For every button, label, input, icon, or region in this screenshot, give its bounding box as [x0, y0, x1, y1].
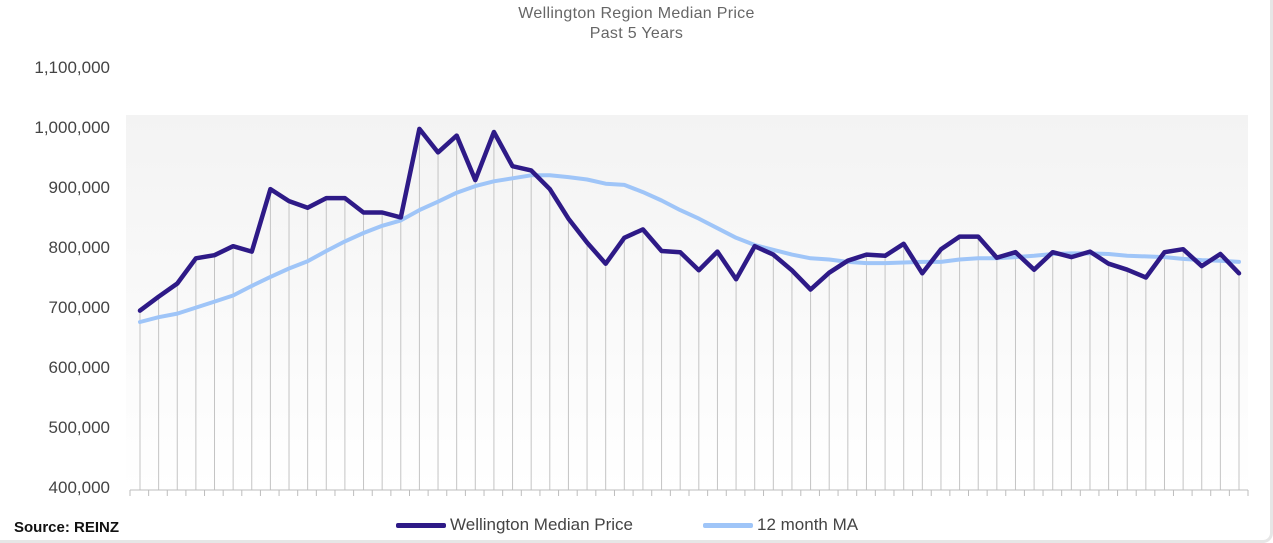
chart-title: Wellington Region Median Price [518, 5, 755, 22]
chart-subtitle: Past 5 Years [589, 25, 684, 42]
legend-swatch [396, 522, 446, 528]
legend-label: 12 month MA [757, 515, 859, 534]
y-tick-label: 400,000 [48, 478, 110, 497]
legend-swatch [703, 522, 753, 528]
series-line-wellington-median-price [137, 126, 1242, 313]
source-note: Source: REINZ [14, 519, 120, 536]
y-tick-label: 500,000 [48, 418, 110, 437]
y-tick-label: 1,000,000 [34, 118, 110, 137]
y-tick-label: 900,000 [48, 178, 110, 197]
y-tick-label: 1,100,000 [34, 58, 110, 77]
legend-item-median: Wellington Median Price [396, 515, 633, 535]
y-tick-label: 700,000 [48, 298, 110, 317]
series-layer [137, 126, 1242, 324]
drop-lines [139, 128, 1240, 490]
legend-item-ma: 12 month MA [703, 515, 858, 535]
x-axis-ticks [129, 490, 1249, 496]
plot-background [126, 115, 1248, 490]
y-tick-label: 600,000 [48, 358, 110, 377]
legend-label: Wellington Median Price [450, 515, 633, 534]
y-tick-label: 800,000 [48, 238, 110, 257]
